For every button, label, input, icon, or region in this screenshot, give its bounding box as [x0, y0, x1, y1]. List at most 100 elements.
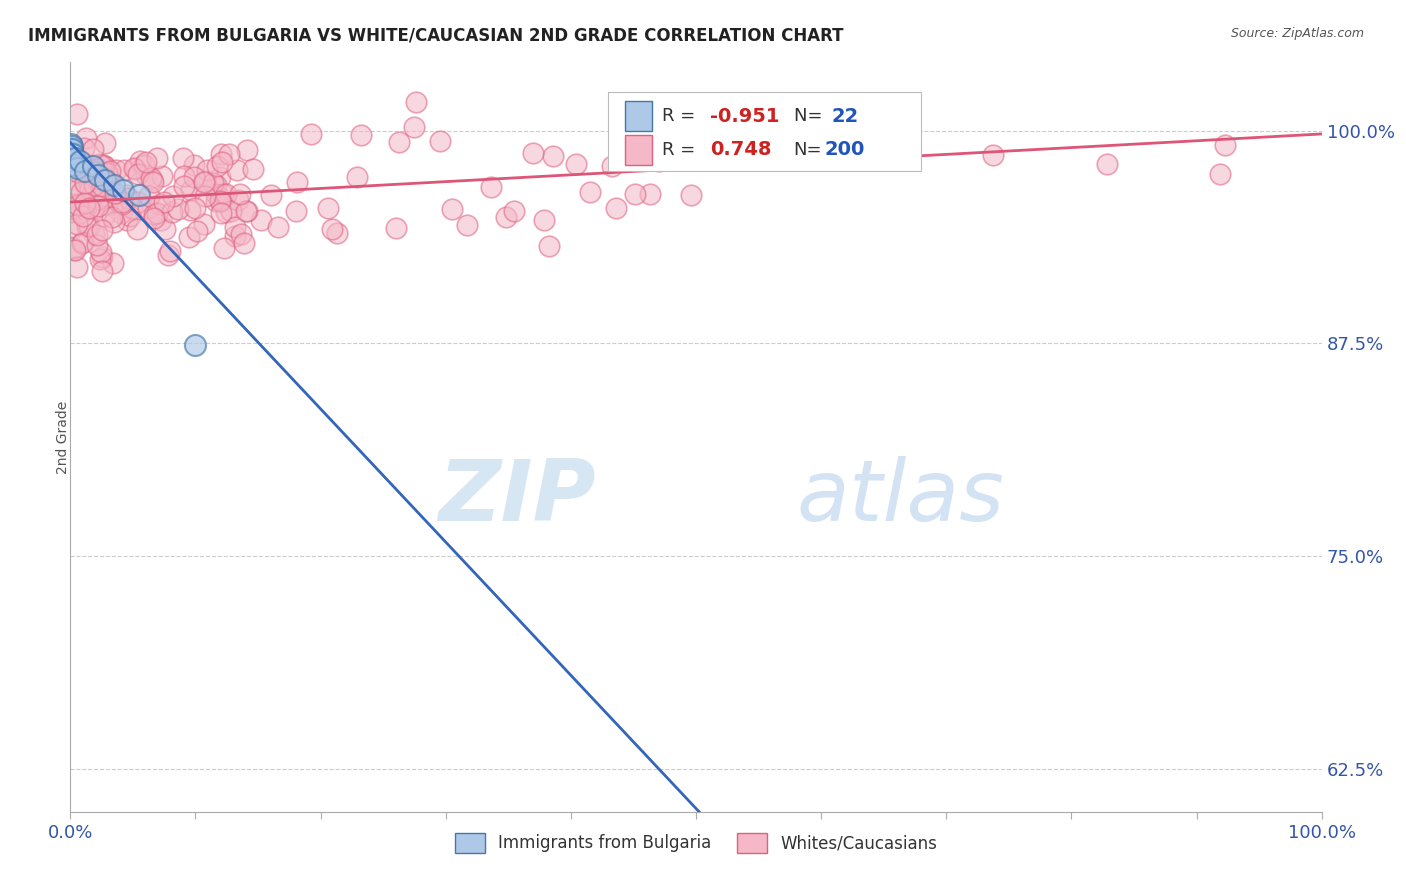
- Point: [70, 236, 93, 251]
- Point: [143, 206, 166, 220]
- Point: [208, 191, 231, 205]
- Point: [94, 159, 117, 173]
- Point: [87, 192, 110, 206]
- Point: [205, 186, 228, 201]
- Point: [69, 205, 91, 219]
- Point: [77, 219, 100, 233]
- Point: [94, 136, 117, 151]
- Point: [83, 178, 105, 193]
- Point: [96, 184, 118, 198]
- Point: [87, 169, 110, 183]
- Point: [236, 143, 259, 157]
- Point: [62, 147, 84, 161]
- Point: [93, 209, 115, 223]
- Point: [728, 146, 751, 161]
- Point: [688, 100, 710, 114]
- Point: [75, 176, 97, 190]
- Bar: [624, 135, 652, 164]
- Point: [59, 149, 82, 163]
- Point: [60, 199, 83, 213]
- Point: [91, 264, 114, 278]
- Point: [250, 213, 273, 227]
- Point: [128, 188, 150, 202]
- Point: [218, 147, 240, 161]
- Point: [82, 189, 104, 203]
- Point: [96, 166, 118, 180]
- Point: [80, 174, 103, 188]
- Point: [89, 164, 111, 178]
- Point: [180, 183, 202, 197]
- Point: [87, 168, 110, 182]
- Point: [79, 182, 101, 196]
- Point: [91, 193, 114, 207]
- Point: [229, 187, 252, 202]
- Point: [211, 205, 233, 219]
- Point: [60, 145, 83, 160]
- Text: atlas: atlas: [796, 456, 1004, 539]
- Point: [103, 178, 125, 192]
- Point: [209, 147, 232, 161]
- Point: [62, 219, 84, 234]
- Point: [681, 187, 703, 202]
- Point: [80, 191, 103, 205]
- Point: [153, 194, 176, 209]
- Point: [541, 149, 564, 163]
- Point: [159, 244, 181, 258]
- Point: [73, 141, 96, 155]
- Point: [533, 212, 555, 227]
- Point: [226, 193, 249, 207]
- Point: [172, 151, 194, 165]
- Point: [117, 191, 139, 205]
- Point: [173, 169, 195, 184]
- Point: [65, 161, 87, 175]
- Point: [873, 153, 896, 168]
- Point: [59, 144, 82, 158]
- Point: [522, 146, 544, 161]
- Point: [87, 199, 110, 213]
- Point: [84, 165, 107, 179]
- Point: [76, 219, 98, 234]
- Point: [103, 215, 125, 229]
- Point: [157, 248, 180, 262]
- Point: [69, 154, 91, 169]
- Point: [385, 221, 408, 235]
- Point: [209, 169, 232, 184]
- Point: [87, 185, 110, 199]
- Point: [225, 163, 247, 178]
- Point: [75, 131, 97, 145]
- Point: [77, 176, 100, 190]
- Point: [110, 206, 132, 220]
- Point: [628, 140, 651, 154]
- Point: [193, 217, 215, 231]
- Point: [145, 151, 167, 165]
- Point: [65, 244, 87, 258]
- Point: [63, 243, 86, 257]
- Text: -0.951: -0.951: [710, 106, 779, 126]
- Point: [127, 167, 149, 181]
- Point: [235, 203, 257, 218]
- Point: [405, 95, 427, 110]
- Point: [184, 201, 207, 215]
- Point: [215, 187, 238, 202]
- Point: [219, 204, 242, 219]
- Point: [429, 134, 451, 148]
- Point: [65, 260, 87, 274]
- Point: [404, 120, 426, 134]
- Point: [153, 222, 176, 236]
- Point: [214, 241, 236, 255]
- Point: [75, 179, 97, 194]
- Point: [60, 150, 83, 164]
- Text: N=: N=: [793, 107, 828, 125]
- Point: [98, 172, 121, 186]
- Point: [479, 180, 502, 194]
- Point: [565, 157, 588, 171]
- Point: [77, 158, 100, 172]
- Point: [235, 204, 257, 219]
- Point: [89, 156, 111, 170]
- Text: Source: ZipAtlas.com: Source: ZipAtlas.com: [1230, 27, 1364, 40]
- Point: [212, 187, 235, 202]
- Point: [143, 211, 166, 225]
- Point: [86, 237, 108, 252]
- Point: [804, 153, 827, 167]
- Point: [440, 202, 463, 216]
